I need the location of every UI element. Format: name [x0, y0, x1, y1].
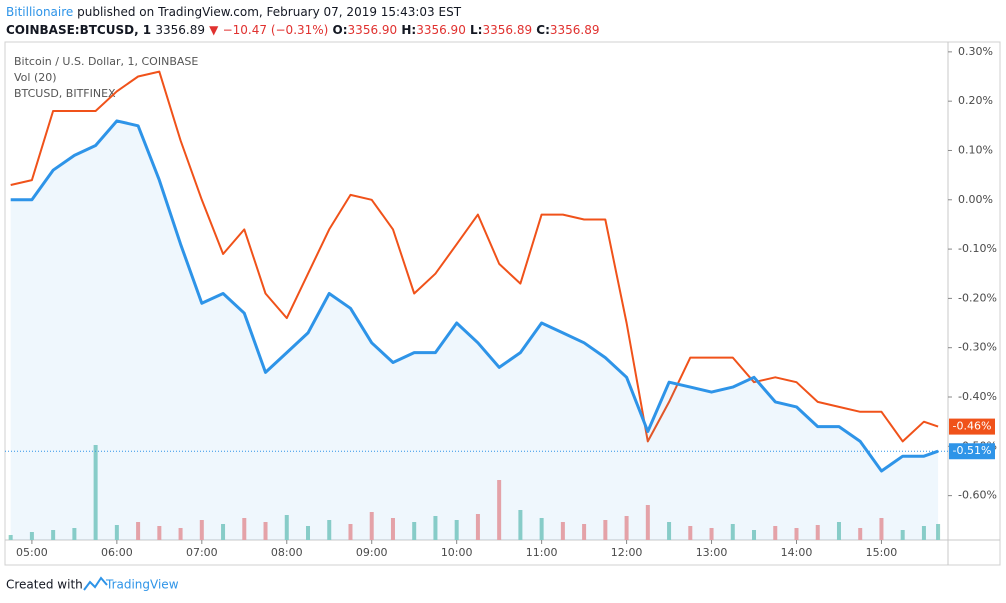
volume-bar: [900, 530, 905, 540]
line: [10, 70, 939, 443]
y-tick-label: -0.30%: [958, 341, 997, 354]
volume-bar: [497, 480, 502, 540]
volume-bar: [8, 535, 13, 540]
y-tick-label: -0.10%: [958, 242, 997, 255]
x-tick-label: 12:00: [611, 546, 643, 559]
x-tick-label: 06:00: [101, 546, 133, 559]
ohlc-key: L:: [470, 23, 483, 37]
y-tick-label: -0.40%: [958, 390, 997, 403]
price-tag-label: -0.51%: [953, 444, 992, 457]
volume-bar: [29, 532, 34, 540]
volume-bar: [879, 518, 884, 540]
price-tag: [949, 443, 995, 460]
price-tag-label: -0.46%: [953, 420, 992, 433]
volume-bar: [433, 516, 438, 540]
volume-bar: [199, 520, 204, 540]
volume-bar: [72, 528, 77, 540]
volume-bar: [306, 526, 311, 540]
volume-bar: [921, 526, 926, 540]
footer-text: Created with: [6, 578, 83, 592]
ohlc-key: H:: [401, 23, 417, 37]
volume-bar: [752, 530, 757, 540]
arrow: ▼: [209, 23, 219, 37]
ohlc-key: C:: [536, 23, 550, 37]
volume-bar: [815, 525, 820, 540]
volume-bar: [369, 512, 374, 540]
legend-text: BTCUSD, BITFINEX: [14, 87, 116, 100]
symbol-line: COINBASE:BTCUSD, 1 3356.89 ▼ −10.47 (−0.…: [6, 23, 600, 37]
volume-bar: [263, 522, 268, 540]
volume-bar: [936, 524, 941, 540]
volume-bar: [242, 518, 247, 540]
volume-bar: [114, 525, 119, 540]
x-tick-label: 15:00: [866, 546, 898, 559]
volume-bar: [582, 524, 587, 540]
y-tick-label: 0.10%: [958, 143, 993, 156]
volume-bar: [773, 526, 778, 540]
y-tick-label: 0.00%: [958, 193, 993, 206]
symbol: COINBASE:BTCUSD, 1: [6, 23, 152, 37]
volume-bar: [284, 515, 289, 540]
y-tick-label: -0.60%: [958, 489, 997, 502]
change: −10.47 (−0.31%): [222, 23, 329, 37]
volume-bar: [539, 518, 544, 540]
x-tick-label: 13:00: [696, 546, 728, 559]
y-tick-label: 0.30%: [958, 45, 993, 58]
volume-bar: [624, 516, 629, 540]
volume-bar: [136, 522, 141, 540]
volume-bar: [560, 522, 565, 540]
volume-bar: [390, 518, 395, 540]
ohlc-value: 3356.89: [549, 23, 600, 37]
volume-bar: [836, 522, 841, 540]
plot: [5, 70, 948, 541]
volume-bar: [348, 524, 353, 540]
x-tick-label: 08:00: [271, 546, 303, 559]
footer-brand[interactable]: TradingView: [105, 578, 179, 592]
volume-bar: [518, 510, 523, 540]
last: 3356.89: [155, 23, 205, 37]
ohlc-value: 3356.90: [347, 23, 398, 37]
logo: [83, 576, 108, 591]
author[interactable]: Bitillionaire: [6, 5, 74, 19]
header-line: Bitillionaire published on TradingView.c…: [6, 5, 461, 19]
volume-bar: [645, 505, 650, 540]
volume-bar: [221, 524, 226, 540]
x-tick-label: 05:00: [16, 546, 48, 559]
x-tick-label: 07:00: [186, 546, 218, 559]
volume-bar: [327, 520, 332, 540]
x-tick-label: 10:00: [441, 546, 473, 559]
area: [10, 120, 939, 541]
y-tick-label: 0.20%: [958, 94, 993, 107]
y-tick-label: -0.20%: [958, 291, 997, 304]
x-tick-label: 14:00: [781, 546, 813, 559]
volume-bar: [688, 526, 693, 540]
volume-bar: [794, 528, 799, 540]
line: [10, 119, 939, 473]
ohlc-key: O:: [332, 23, 348, 37]
published: published on TradingView.com, February 0…: [77, 5, 462, 19]
volume-bar: [730, 524, 735, 540]
volume-bar: [858, 528, 863, 540]
volume-bar: [454, 520, 459, 540]
volume-bar: [51, 530, 56, 540]
ohlc-value: 3356.90: [416, 23, 466, 37]
x-tick-label: 11:00: [526, 546, 558, 559]
volume-bar: [178, 528, 183, 540]
volume-bar: [412, 522, 417, 540]
volume-bar: [475, 514, 480, 540]
ohlc-value: 3356.89: [482, 23, 533, 37]
volume-bar: [157, 526, 162, 540]
x-tick-label: 09:00: [356, 546, 388, 559]
legend-text: Vol (20): [14, 71, 57, 84]
frame: [4, 41, 1001, 566]
volume-bar: [93, 445, 98, 540]
legend-text: Bitcoin / U.S. Dollar, 1, COINBASE: [14, 55, 198, 68]
volume-bar: [667, 522, 672, 540]
volume-bar: [603, 520, 608, 540]
volume-bar: [709, 528, 714, 540]
price-tag: [949, 418, 995, 435]
